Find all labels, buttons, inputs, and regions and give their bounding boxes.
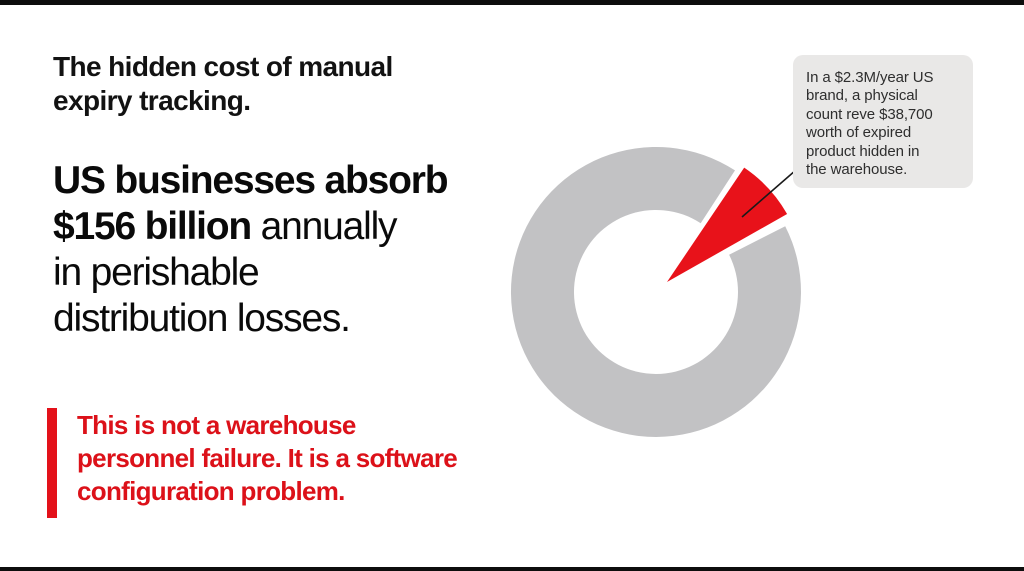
- callout-line-5: product hidden in: [806, 142, 920, 160]
- donut-exploded-slice-expired: [667, 167, 788, 282]
- statement-line-1: US businesses absorb: [53, 159, 449, 202]
- headline-statistic: US businesses absorb $156 billion annual…: [53, 158, 449, 342]
- pull-quote: This is not a warehouse personnel failur…: [77, 409, 458, 508]
- callout-line-6: the warehouse.: [806, 161, 908, 179]
- statement-line-2-rest: annually: [251, 205, 398, 248]
- top-frame-bar: [0, 0, 1024, 5]
- statement-amount: $156 billion: [53, 205, 252, 248]
- donut-ring-slice-remaining: [510, 146, 801, 437]
- page-title-line-2: expiry tracking.: [53, 85, 251, 116]
- bottom-frame-bar: [0, 567, 1024, 571]
- pull-quote-line-2: personnel failure. It is a software: [77, 443, 458, 473]
- callout-line-3: count reve $38,700: [806, 105, 933, 123]
- statement-line-4: distribution losses.: [53, 297, 351, 340]
- annotation-callout: In a $2.3M/year US brand, a physical cou…: [793, 55, 973, 188]
- pull-quote-line-1: This is not a warehouse: [77, 410, 356, 440]
- page-title: The hidden cost of manual expiry trackin…: [53, 50, 393, 118]
- callout-line-4: worth of expired: [806, 124, 912, 142]
- statement-line-3: in perishable: [53, 251, 260, 294]
- statement-line-2: $156 billion annually: [53, 204, 447, 250]
- page-title-line-1: The hidden cost of manual: [53, 51, 393, 82]
- pull-quote-line-3: configuration problem.: [77, 476, 345, 506]
- callout-leader-line: [741, 169, 797, 218]
- quote-accent-bar: [47, 408, 57, 518]
- callout-line-2: brand, a physical: [806, 87, 918, 105]
- callout-line-1: In a $2.3M/year US: [806, 69, 934, 86]
